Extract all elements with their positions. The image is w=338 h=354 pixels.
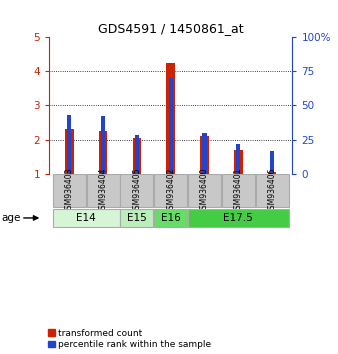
Bar	[236, 144, 240, 174]
Bar	[169, 78, 173, 174]
Text: E15: E15	[127, 213, 147, 223]
FancyBboxPatch shape	[188, 175, 221, 207]
Text: age: age	[2, 213, 21, 223]
FancyBboxPatch shape	[53, 175, 86, 207]
Legend: transformed count, percentile rank within the sample: transformed count, percentile rank withi…	[48, 329, 212, 349]
Bar	[99, 131, 107, 174]
Text: E16: E16	[161, 213, 180, 223]
FancyBboxPatch shape	[256, 175, 289, 207]
Text: GSM936405: GSM936405	[132, 167, 141, 214]
Text: GSM936401: GSM936401	[234, 167, 243, 214]
Bar	[65, 129, 74, 174]
Bar	[101, 116, 105, 174]
Text: GSM936400: GSM936400	[200, 167, 209, 214]
FancyBboxPatch shape	[120, 209, 153, 227]
Title: GDS4591 / 1450861_at: GDS4591 / 1450861_at	[98, 22, 243, 35]
FancyBboxPatch shape	[53, 209, 120, 227]
Text: E17.5: E17.5	[223, 213, 253, 223]
Bar	[135, 136, 139, 174]
FancyBboxPatch shape	[154, 209, 187, 227]
FancyBboxPatch shape	[188, 209, 289, 227]
Bar	[268, 172, 276, 174]
Bar	[234, 150, 243, 174]
Bar	[270, 150, 274, 174]
FancyBboxPatch shape	[120, 175, 153, 207]
Bar	[202, 133, 207, 174]
FancyBboxPatch shape	[222, 175, 255, 207]
FancyBboxPatch shape	[87, 175, 120, 207]
Text: GSM936404: GSM936404	[99, 167, 107, 214]
Text: GSM936402: GSM936402	[166, 167, 175, 214]
Bar	[132, 138, 141, 174]
Bar	[67, 115, 71, 174]
Text: GSM936403: GSM936403	[65, 167, 74, 214]
FancyBboxPatch shape	[154, 175, 187, 207]
Bar	[166, 63, 175, 174]
Bar	[200, 136, 209, 174]
Text: GSM936406: GSM936406	[268, 167, 276, 214]
Text: E14: E14	[76, 213, 96, 223]
